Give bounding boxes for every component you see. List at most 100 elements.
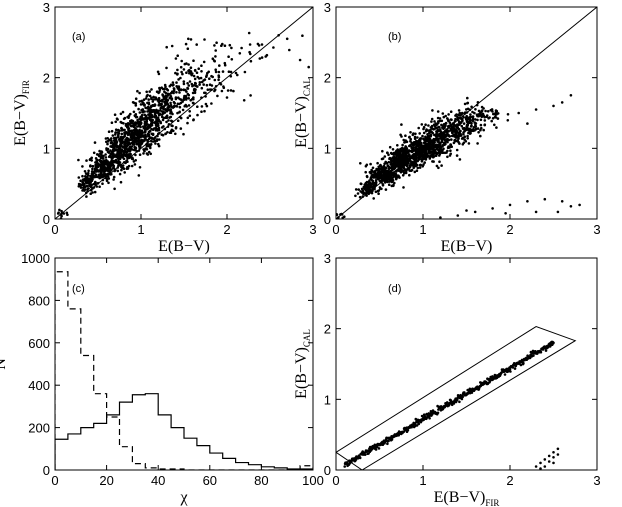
- data-point: [167, 123, 171, 126]
- data-point: [141, 110, 145, 114]
- data-point: [552, 451, 555, 454]
- data-point: [469, 113, 472, 116]
- data-point: [175, 81, 178, 84]
- data-point: [376, 189, 380, 193]
- data-point: [217, 70, 221, 74]
- data-point: [471, 119, 475, 123]
- data-point: [456, 214, 460, 217]
- data-point: [187, 63, 190, 66]
- data-point: [384, 188, 388, 191]
- data-point: [159, 106, 162, 110]
- data-point: [129, 112, 132, 116]
- data-point: [132, 129, 136, 132]
- data-point: [172, 91, 175, 95]
- data-point: [367, 192, 371, 195]
- data-point: [157, 126, 161, 130]
- y-tick-label: 1000: [21, 251, 50, 266]
- data-point: [121, 110, 125, 114]
- data-point: [441, 133, 444, 137]
- data-point: [176, 119, 180, 122]
- data-point: [448, 154, 452, 157]
- y-tick-label: 200: [28, 421, 50, 436]
- data-point: [358, 195, 362, 199]
- x-tick-label: 20: [99, 473, 113, 488]
- data-point: [176, 68, 179, 72]
- data-point: [429, 146, 432, 149]
- data-point: [374, 179, 378, 182]
- data-point: [438, 160, 441, 163]
- plot-frame: [335, 6, 598, 220]
- x-axis-label: E(B−V)FIR: [434, 489, 500, 507]
- data-point: [425, 152, 429, 156]
- data-point: [125, 167, 129, 170]
- data-point: [384, 160, 388, 164]
- data-point: [462, 115, 465, 119]
- data-point: [479, 118, 483, 122]
- data-point: [427, 146, 430, 149]
- data-point: [249, 59, 253, 63]
- data-point: [431, 131, 435, 135]
- data-point: [229, 75, 233, 78]
- data-point: [401, 166, 405, 169]
- data-point: [150, 88, 153, 91]
- data-point: [94, 163, 97, 167]
- data-point: [147, 98, 150, 101]
- data-point: [438, 151, 441, 154]
- data-point: [465, 111, 469, 114]
- data-point: [455, 132, 458, 136]
- y-tick-label: 600: [28, 336, 50, 351]
- data-point: [196, 113, 199, 117]
- data-point: [227, 55, 230, 58]
- y-tick-label: 1: [324, 141, 331, 156]
- data-point: [230, 58, 234, 61]
- data-point: [359, 190, 362, 193]
- data-point: [147, 144, 150, 148]
- data-point: [494, 109, 498, 112]
- panel-a: 0 1 2 3 0 1 2 3 (a) E(B−V) E(B−V)FIR: [12, 0, 317, 255]
- data-point: [110, 137, 113, 140]
- data-point: [112, 175, 116, 179]
- data-point: [148, 108, 151, 111]
- data-point: [84, 191, 88, 195]
- data-point: [425, 128, 428, 131]
- data-point: [210, 102, 213, 105]
- data-point: [117, 133, 120, 137]
- data-point: [442, 115, 446, 119]
- data-point: [432, 146, 436, 149]
- data-point: [358, 456, 362, 460]
- data-point: [459, 129, 462, 133]
- data-point: [96, 153, 100, 156]
- data-point: [125, 123, 129, 127]
- data-point: [122, 161, 126, 164]
- data-point: [193, 77, 197, 81]
- data-point: [101, 167, 104, 171]
- data-point: [359, 162, 362, 165]
- data-point: [174, 57, 178, 60]
- data-point: [464, 116, 468, 119]
- data-point: [452, 134, 456, 137]
- data-point: [163, 101, 167, 105]
- data-point: [144, 123, 147, 126]
- data-point: [422, 131, 426, 135]
- data-point: [118, 138, 121, 141]
- data-point: [430, 117, 434, 121]
- data-point: [471, 115, 475, 118]
- data-point: [90, 170, 94, 173]
- data-point: [397, 433, 401, 437]
- data-point: [148, 94, 152, 98]
- data-point: [369, 189, 373, 192]
- data-point: [91, 191, 94, 194]
- data-point: [445, 401, 449, 404]
- data-point: [405, 140, 409, 144]
- data-point: [414, 132, 417, 136]
- data-point: [164, 132, 167, 135]
- data-point: [192, 97, 195, 101]
- data-point: [134, 121, 137, 124]
- data-point: [202, 60, 206, 64]
- data-point: [387, 177, 390, 180]
- data-point: [56, 212, 60, 215]
- data-point: [166, 131, 169, 134]
- data-point: [430, 120, 433, 123]
- data-point: [176, 111, 179, 115]
- data-point: [156, 70, 160, 74]
